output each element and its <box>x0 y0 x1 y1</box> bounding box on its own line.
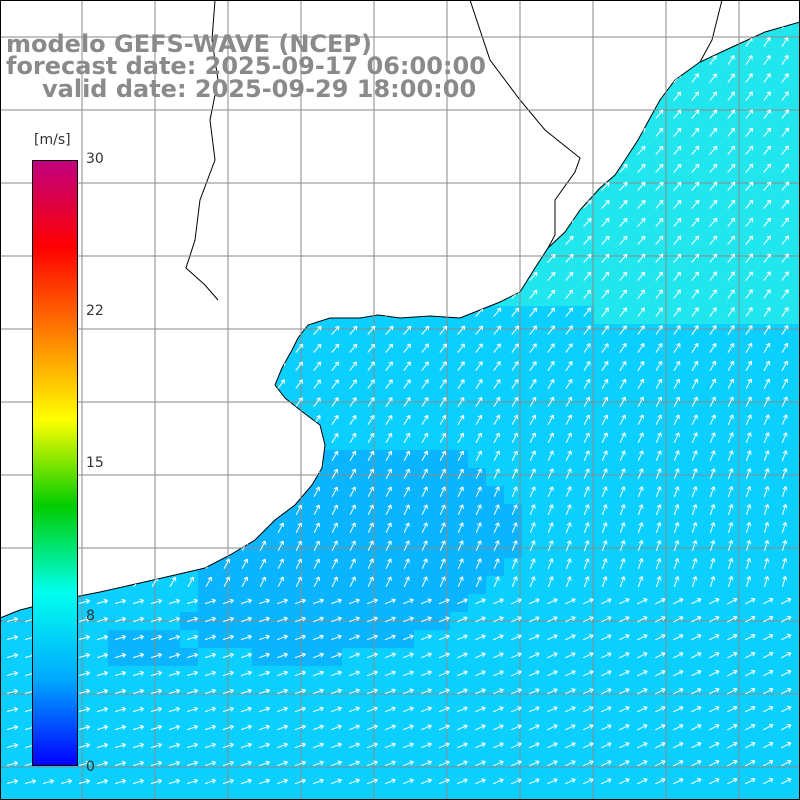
colorbar-tick-22: 22 <box>86 303 104 319</box>
valid-date: valid date: 2025-09-29 18:00:00 <box>42 75 477 103</box>
model-title: modelo GEFS-WAVE (NCEP) <box>6 30 372 58</box>
colorbar-tick-30: 30 <box>86 151 104 167</box>
colorbar <box>32 160 78 766</box>
colorbar-tick-0: 0 <box>86 759 95 775</box>
colorbar-tick-8: 8 <box>86 608 95 624</box>
colorbar-unit: [m/s] <box>34 132 71 148</box>
land-border-2 <box>469 0 581 249</box>
land-border-3 <box>699 0 723 63</box>
forecast-date: forecast date: 2025-09-17 06:00:00 <box>6 52 486 80</box>
land-border-1 <box>185 0 219 301</box>
colorbar-tick-15: 15 <box>86 455 104 471</box>
